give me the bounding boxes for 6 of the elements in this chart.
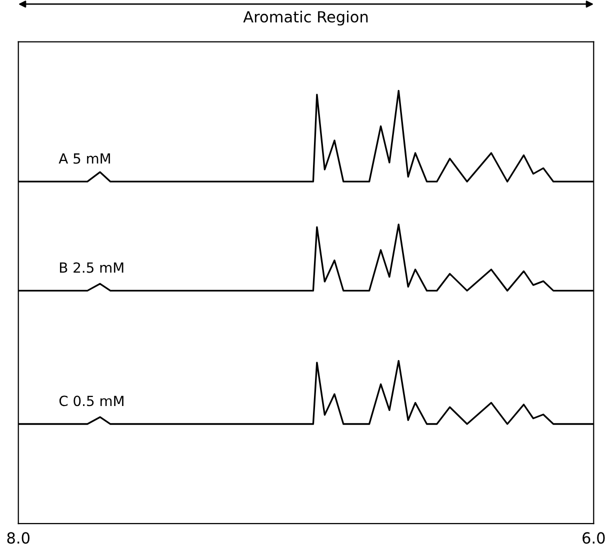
x-tick-label: 8.0 (7, 532, 30, 544)
series-label: A 5 mM (58, 153, 110, 164)
series-label: C 0.5 mM (59, 396, 124, 406)
x-tick-label: 6.0 (582, 532, 605, 544)
series-label: B 2.5 mM (60, 262, 124, 273)
chart-title: Aromatic Region (243, 10, 368, 26)
